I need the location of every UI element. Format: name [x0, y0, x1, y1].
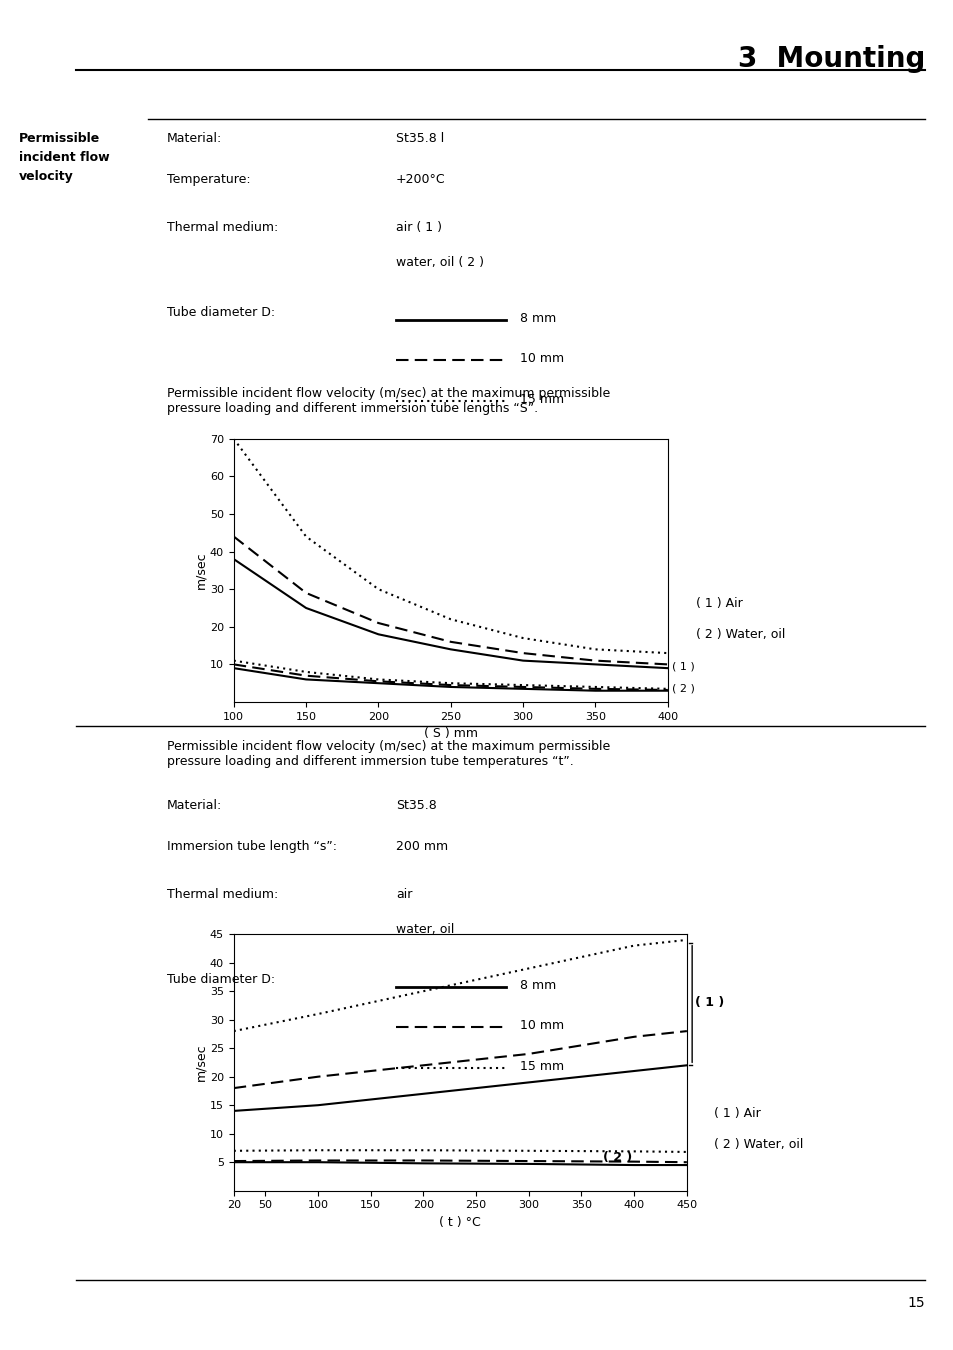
Text: 15: 15 — [907, 1296, 924, 1310]
Text: Immersion tube length “s”:: Immersion tube length “s”: — [167, 840, 336, 853]
Text: 15 mm: 15 mm — [519, 1060, 563, 1073]
Text: 8 mm: 8 mm — [519, 312, 556, 325]
Y-axis label: m/sec: m/sec — [193, 552, 207, 589]
X-axis label: ( t ) °C: ( t ) °C — [439, 1216, 480, 1229]
Text: 200 mm: 200 mm — [395, 840, 448, 853]
Text: 15 mm: 15 mm — [519, 393, 563, 406]
Text: Temperature:: Temperature: — [167, 173, 251, 186]
Text: Permissible incident flow velocity (m/sec) at the maximum permissible
pressure l: Permissible incident flow velocity (m/se… — [167, 387, 610, 416]
Text: water, oil: water, oil — [395, 923, 454, 936]
Text: ( 2 ): ( 2 ) — [672, 684, 695, 694]
Text: air ( 1 ): air ( 1 ) — [395, 221, 441, 235]
Text: ( 2 ) Water, oil: ( 2 ) Water, oil — [713, 1138, 802, 1152]
Text: 10 mm: 10 mm — [519, 352, 563, 366]
Text: ( 1 ) Air: ( 1 ) Air — [696, 597, 742, 610]
Text: 10 mm: 10 mm — [519, 1019, 563, 1033]
Text: Thermal medium:: Thermal medium: — [167, 221, 278, 235]
Text: Permissible incident flow velocity (m/sec) at the maximum permissible
pressure l: Permissible incident flow velocity (m/se… — [167, 740, 610, 768]
Text: ( 1 ): ( 1 ) — [695, 996, 723, 1008]
Text: ( 1 ): ( 1 ) — [672, 662, 694, 671]
Text: +200°C: +200°C — [395, 173, 445, 186]
Text: St35.8 l: St35.8 l — [395, 132, 444, 146]
Text: Material:: Material: — [167, 132, 222, 146]
Text: water, oil ( 2 ): water, oil ( 2 ) — [395, 255, 483, 269]
Text: ( 1 ) Air: ( 1 ) Air — [713, 1107, 760, 1120]
Text: Tube diameter D:: Tube diameter D: — [167, 306, 274, 320]
Text: Tube diameter D:: Tube diameter D: — [167, 973, 274, 987]
Y-axis label: m/sec: m/sec — [193, 1044, 207, 1081]
Text: St35.8: St35.8 — [395, 799, 436, 813]
Text: ( 2 ) Water, oil: ( 2 ) Water, oil — [696, 628, 785, 641]
X-axis label: ( S ) mm: ( S ) mm — [423, 728, 477, 740]
Text: 8 mm: 8 mm — [519, 979, 556, 992]
Text: Permissible
incident flow
velocity: Permissible incident flow velocity — [19, 132, 110, 184]
Text: air: air — [395, 888, 412, 902]
Text: 3  Mounting: 3 Mounting — [738, 45, 924, 73]
Text: Thermal medium:: Thermal medium: — [167, 888, 278, 902]
Text: Material:: Material: — [167, 799, 222, 813]
Text: ( 2 ): ( 2 ) — [602, 1152, 631, 1164]
